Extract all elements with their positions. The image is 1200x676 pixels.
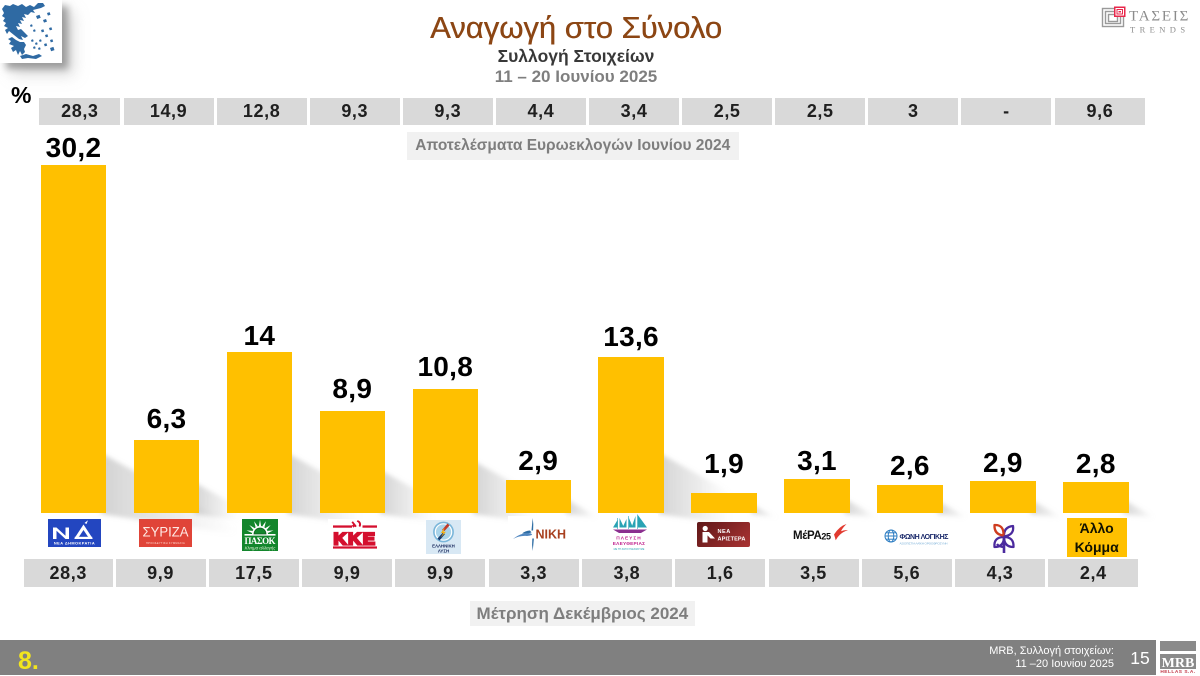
svg-text:Κίνημα αλλαγής: Κίνημα αλλαγής: [245, 545, 277, 550]
svg-text:ΕΛΕΥΘΕΡΙΑΣ: ΕΛΕΥΘΕΡΙΑΣ: [613, 541, 645, 547]
svg-text:ΦΩΝΗ ΛΟΓΙΚΗΣ: ΦΩΝΗ ΛΟΓΙΚΗΣ: [900, 534, 949, 541]
svg-text:ΝΕΑ: ΝΕΑ: [718, 529, 731, 535]
svg-text:ΜΕ ΤΗ ΖΩΗ ΣΥΝΕΧΙΖΟΥΜΕ: ΜΕ ΤΗ ΖΩΗ ΣΥΝΕΧΙΖΟΥΜΕ: [614, 548, 645, 551]
svg-text:ΛΥΣΗ: ΛΥΣΗ: [437, 548, 448, 553]
svg-text:ΠΑΣΟΚ: ΠΑΣΟΚ: [245, 536, 276, 546]
svg-text:ΑΡΙΣΤΕΡΑ: ΑΡΙΣΤΕΡΑ: [718, 537, 746, 543]
svg-text:ΠΡΟΟΔΕΥΤΙΚΗ ΣΥΜΜΑΧΙΑ: ΠΡΟΟΔΕΥΤΙΚΗ ΣΥΜΜΑΧΙΑ: [146, 541, 185, 545]
svg-text:ΠΛΕΥΣΗ: ΠΛΕΥΣΗ: [616, 536, 641, 542]
svg-text:ΕΛΛΗΝΙΚΗ: ΕΛΛΗΝΙΚΗ: [432, 543, 455, 548]
svg-text:ΤΑΣΕΙΣ: ΤΑΣΕΙΣ: [1129, 9, 1190, 25]
svg-text:ΜέΡΑ25: ΜέΡΑ25: [793, 530, 831, 542]
svg-text:ΑΞΙΟΠΙΣΤΙΑ ΛΑΪΚΗ ΟΡΘΟΦΡΟΣΥΝΗ: ΑΞΙΟΠΙΣΤΙΑ ΛΑΪΚΗ ΟΡΘΟΦΡΟΣΥΝΗ: [900, 542, 948, 546]
svg-text:ΝΕΑ ΔΗΜΟΚΡΑΤΙΑ: ΝΕΑ ΔΗΜΟΚΡΑΤΙΑ: [54, 541, 95, 546]
svg-text:ΝΙΚΗ: ΝΙΚΗ: [536, 528, 567, 542]
svg-text:ΣΥΡΙΖΑ: ΣΥΡΙΖΑ: [143, 525, 189, 540]
svg-text:KKE: KKE: [333, 530, 376, 548]
svg-text:TRENDS: TRENDS: [1130, 25, 1189, 35]
